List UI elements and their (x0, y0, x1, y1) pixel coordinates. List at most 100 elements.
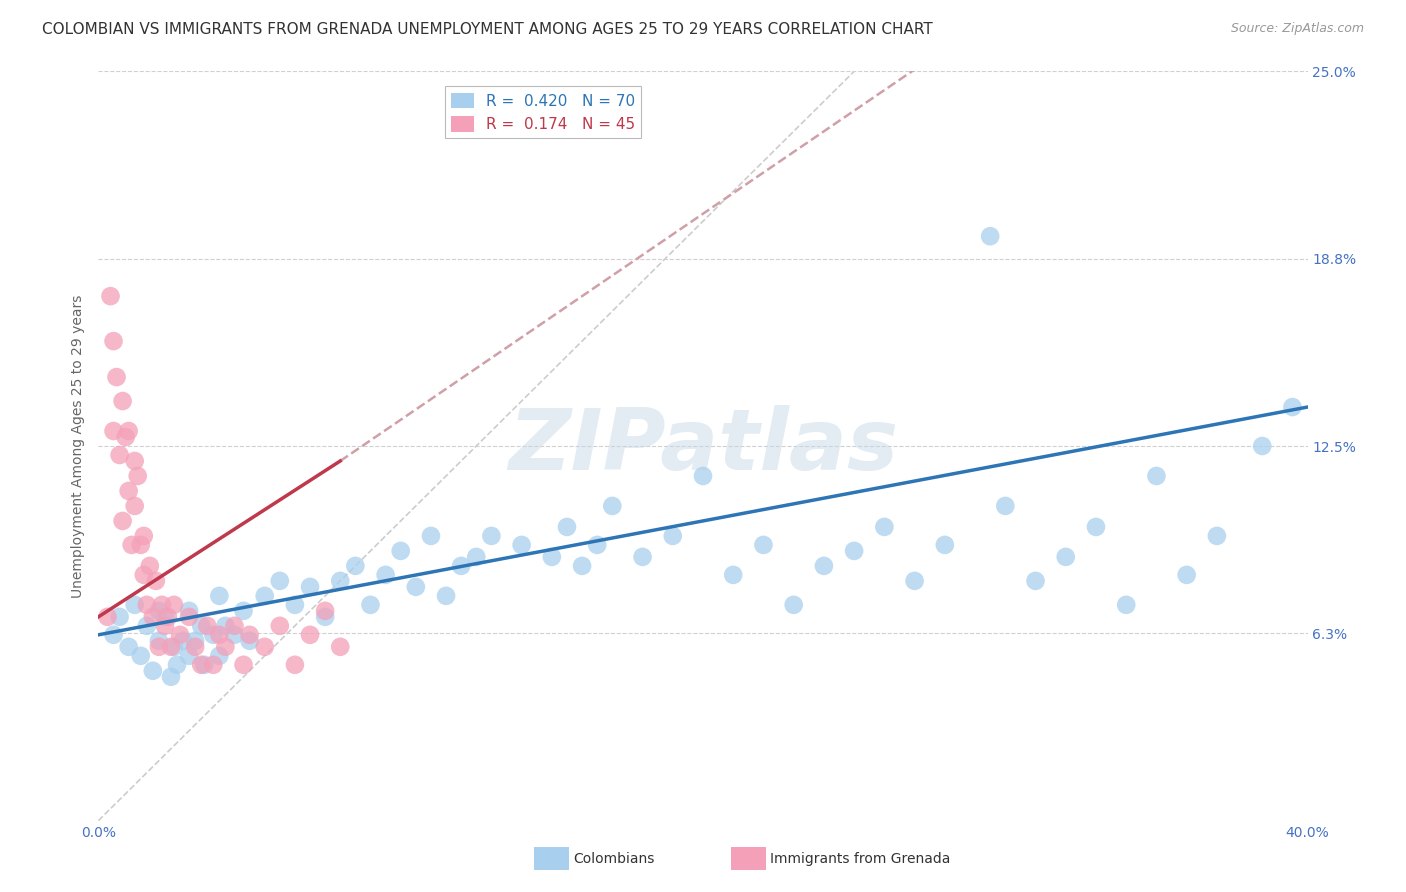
Point (153, 610, 176, 624)
Point (160, 640, 183, 654)
Point (148, 633, 170, 648)
Point (1054, 549, 1077, 564)
Point (163, 640, 186, 654)
Text: Immigrants from Grenada: Immigrants from Grenada (770, 852, 950, 866)
Point (1115, 598, 1137, 612)
Point (269, 574, 291, 588)
Point (253, 589, 276, 603)
Point (124, 598, 146, 612)
Point (135, 598, 157, 612)
Point (129, 538, 152, 552)
Point (111, 514, 134, 528)
Point (692, 469, 714, 483)
Point (979, 229, 1001, 244)
Point (118, 640, 141, 654)
Point (934, 538, 956, 552)
Point (214, 640, 236, 654)
Point (389, 544, 412, 558)
Point (450, 558, 472, 573)
Point (465, 549, 488, 564)
Point (153, 619, 176, 633)
Point (150, 598, 173, 612)
Point (214, 619, 236, 633)
Point (111, 394, 134, 409)
Point (994, 499, 1017, 513)
Point (148, 640, 170, 654)
Point (360, 598, 382, 612)
Point (202, 657, 225, 672)
Point (124, 454, 146, 468)
Point (208, 628, 231, 642)
Point (555, 520, 578, 534)
Point (1206, 529, 1229, 543)
Point (105, 370, 128, 384)
Point (253, 640, 276, 654)
Point (405, 580, 427, 594)
Point (103, 424, 125, 438)
Point (752, 538, 775, 552)
Point (631, 549, 654, 564)
Text: ZIPatlas: ZIPatlas (508, 404, 898, 488)
Point (232, 657, 254, 672)
Point (132, 529, 155, 543)
Point (602, 499, 624, 513)
Point (1144, 469, 1167, 483)
Point (190, 657, 212, 672)
Point (1251, 439, 1274, 453)
Point (1085, 520, 1108, 534)
Point (540, 549, 562, 564)
Text: COLOMBIAN VS IMMIGRANTS FROM GRENADA UNEMPLOYMENT AMONG AGES 25 TO 29 YEARS CORR: COLOMBIAN VS IMMIGRANTS FROM GRENADA UNE… (42, 22, 934, 37)
Point (299, 628, 322, 642)
Point (148, 604, 170, 618)
Point (224, 619, 246, 633)
Point (239, 633, 262, 648)
Point (813, 558, 835, 573)
Point (129, 648, 152, 663)
Point (163, 598, 186, 612)
Point (193, 657, 215, 672)
Point (190, 619, 212, 633)
Point (481, 529, 503, 543)
Point (100, 289, 122, 303)
Point (1024, 574, 1046, 588)
Point (124, 499, 146, 513)
Point (374, 567, 396, 582)
Point (661, 529, 683, 543)
Point (844, 544, 866, 558)
Point (160, 670, 183, 684)
Point (127, 469, 149, 483)
Point (510, 538, 533, 552)
Point (434, 589, 457, 603)
Point (139, 558, 162, 573)
Point (284, 598, 307, 612)
Point (224, 628, 246, 642)
Point (179, 648, 201, 663)
Point (184, 640, 207, 654)
Point (118, 483, 141, 498)
Point (239, 628, 262, 642)
Point (114, 430, 136, 444)
Point (904, 574, 927, 588)
Point (118, 424, 141, 438)
Point (284, 657, 307, 672)
Point (132, 567, 155, 582)
Point (586, 538, 609, 552)
Point (121, 538, 143, 552)
Point (179, 604, 201, 618)
Point (184, 633, 207, 648)
Point (103, 334, 125, 348)
Point (195, 619, 218, 633)
Point (269, 619, 291, 633)
Point (344, 558, 367, 573)
Point (299, 580, 322, 594)
Point (314, 610, 336, 624)
Point (145, 574, 167, 588)
Point (108, 610, 131, 624)
Text: Colombians: Colombians (574, 852, 655, 866)
Point (208, 589, 231, 603)
Point (169, 628, 191, 642)
Point (1281, 400, 1303, 414)
Point (571, 558, 593, 573)
Point (103, 628, 125, 642)
Point (142, 664, 165, 678)
